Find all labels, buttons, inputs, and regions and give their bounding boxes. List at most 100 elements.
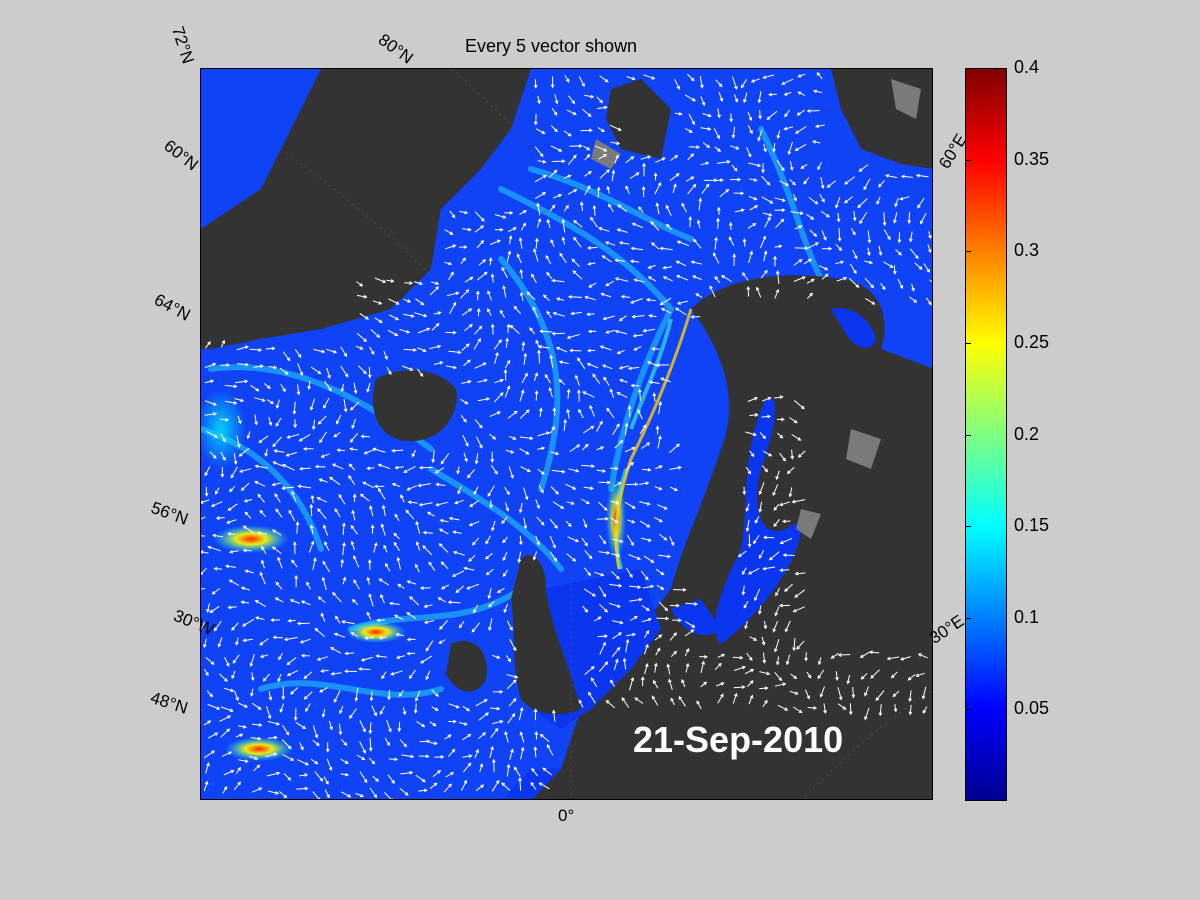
velocity-arrow (583, 425, 595, 434)
velocity-arrow (383, 544, 388, 553)
velocity-arrow (640, 155, 652, 160)
velocity-arrow (299, 773, 309, 777)
velocity-arrow (864, 707, 870, 721)
velocity-arrow (312, 557, 317, 571)
velocity-arrow (435, 501, 449, 507)
velocity-arrow (490, 239, 502, 245)
velocity-arrow (415, 520, 421, 534)
velocity-arrow (316, 656, 328, 661)
velocity-arrow (257, 493, 265, 503)
velocity-arrow (340, 558, 344, 568)
velocity-arrow (675, 260, 687, 267)
velocity-arrow (386, 279, 395, 283)
velocity-arrow (568, 95, 576, 105)
velocity-arrow (747, 124, 753, 135)
velocity-arrow (625, 482, 639, 487)
velocity-arrow (729, 113, 734, 123)
velocity-arrow (435, 482, 446, 487)
velocity-arrow (220, 433, 226, 443)
velocity-arrow (291, 559, 298, 568)
velocity-arrow (554, 94, 559, 105)
velocity-arrow (251, 787, 263, 793)
velocity-arrow (817, 657, 822, 666)
velocity-arrow (328, 720, 333, 731)
velocity-arrow (814, 124, 825, 128)
velocity-arrow (785, 654, 791, 666)
velocity-arrow (462, 227, 472, 232)
velocity-arrow (352, 493, 357, 502)
velocity-arrow (666, 223, 672, 231)
velocity-arrow (928, 231, 932, 240)
velocity-arrow (278, 652, 284, 661)
velocity-arrow (908, 231, 913, 243)
velocity-arrow (519, 436, 534, 441)
velocity-arrow (519, 210, 527, 216)
velocity-arrow (454, 499, 464, 505)
velocity-arrow (320, 612, 326, 622)
velocity-arrow (431, 689, 439, 698)
velocity-arrow (309, 524, 314, 535)
velocity-arrow (503, 368, 508, 381)
velocity-arrow (878, 180, 885, 188)
velocity-arrow (434, 755, 445, 759)
velocity-arrow (384, 791, 393, 799)
velocity-arrow (618, 315, 627, 322)
velocity-arrow (309, 398, 316, 411)
velocity-arrow (837, 653, 851, 657)
velocity-arrow (267, 735, 278, 740)
velocity-arrow (509, 748, 514, 760)
velocity-arrow (504, 385, 511, 398)
velocity-arrow (508, 435, 517, 440)
velocity-arrow (826, 180, 836, 188)
velocity-arrow (760, 269, 768, 279)
velocity-arrow (618, 241, 630, 245)
velocity-arrow (685, 662, 690, 673)
velocity-arrow (381, 504, 386, 517)
velocity-arrow (437, 597, 447, 603)
lat-label-64n: 64°N (151, 290, 194, 325)
velocity-arrow (502, 551, 508, 562)
velocity-arrow (654, 634, 663, 641)
velocity-arrow (551, 331, 565, 336)
velocity-arrow (625, 156, 635, 164)
velocity-arrow (552, 407, 557, 416)
velocity-arrow (205, 762, 210, 774)
velocity-arrow (275, 508, 283, 518)
velocity-arrow (501, 782, 511, 791)
velocity-arrow (907, 212, 912, 225)
lat-label-80n: 80°N (374, 30, 417, 68)
velocity-arrow (261, 545, 267, 555)
velocity-arrow (458, 621, 465, 629)
velocity-arrow (356, 332, 368, 343)
velocity-arrow (232, 654, 240, 664)
velocity-arrow (460, 398, 469, 405)
velocity-arrow (561, 218, 566, 233)
velocity-arrow (504, 502, 510, 512)
velocity-arrow (563, 174, 572, 179)
velocity-arrow (520, 746, 525, 760)
velocity-arrow (262, 673, 270, 682)
velocity-arrow (584, 567, 591, 577)
velocity-arrow (399, 787, 409, 796)
velocity-arrow (644, 663, 649, 675)
velocity-arrow (625, 461, 634, 471)
velocity-arrow (594, 616, 602, 622)
colorbar-tick-label: 0.1 (1014, 606, 1040, 627)
velocity-arrow (461, 779, 467, 791)
velocity-arrow (502, 569, 509, 577)
velocity-arrow (917, 197, 925, 209)
velocity-arrow (444, 734, 452, 740)
velocity-arrow (654, 662, 658, 673)
velocity-arrow (383, 351, 388, 360)
velocity-arrow (203, 668, 209, 677)
velocity-arrow (414, 563, 420, 573)
velocity-arrow (603, 376, 610, 386)
velocity-arrow (416, 368, 424, 377)
velocity-arrow (231, 622, 239, 631)
velocity-arrow (369, 346, 375, 355)
velocity-arrow (684, 647, 690, 657)
velocity-arrow (867, 230, 872, 244)
velocity-arrow (290, 687, 299, 695)
velocity-arrow (761, 636, 766, 646)
velocity-arrow (599, 75, 609, 83)
